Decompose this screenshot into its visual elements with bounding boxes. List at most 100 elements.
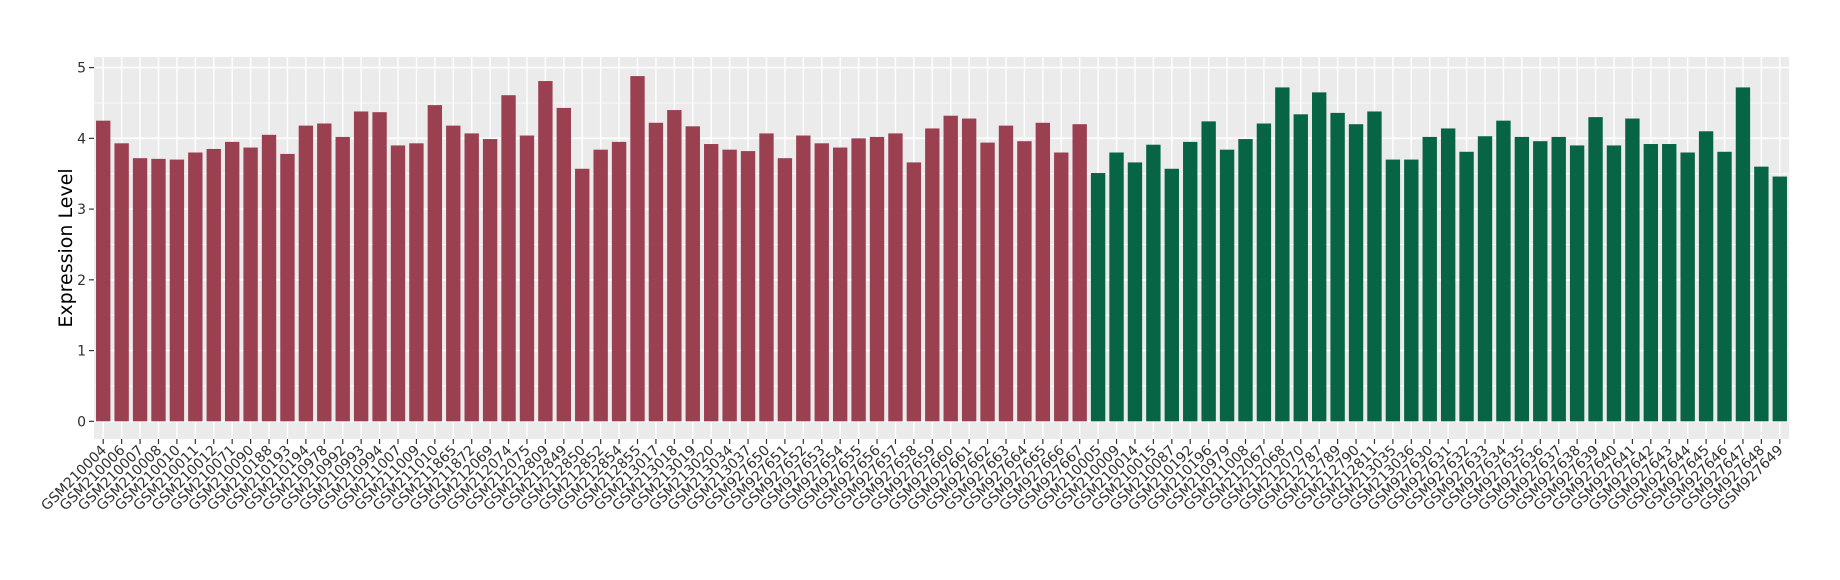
bar: [1404, 159, 1419, 422]
bar: [114, 143, 129, 422]
bar: [96, 120, 111, 422]
bar: [409, 143, 424, 422]
y-tick-label: 5: [77, 61, 86, 77]
bar: [648, 122, 664, 422]
bar: [1643, 144, 1659, 422]
bar: [1164, 168, 1179, 422]
bar: [1551, 136, 1566, 422]
bar: [759, 133, 774, 422]
bar: [888, 133, 903, 422]
bar: [1127, 162, 1143, 422]
bar: [501, 95, 516, 422]
bar: [1367, 111, 1382, 422]
bar: [1385, 159, 1401, 422]
bar: [777, 158, 793, 422]
bar: [814, 143, 829, 422]
bar: [538, 81, 553, 422]
bar: [206, 148, 221, 422]
bar: [1275, 87, 1290, 422]
bar: [372, 112, 387, 422]
bar: [1035, 122, 1051, 422]
bar: [556, 107, 571, 422]
bar: [243, 147, 258, 422]
bar: [1625, 118, 1640, 422]
bar: [1330, 112, 1345, 422]
bar: [280, 153, 295, 422]
bar: [132, 158, 148, 422]
bar: [740, 151, 756, 422]
bar: [1569, 145, 1585, 422]
bar: [1238, 139, 1253, 422]
bar: [943, 115, 958, 422]
bar: [869, 136, 885, 422]
bar: [1017, 141, 1032, 422]
y-tick-label: 4: [77, 131, 86, 147]
y-axis-title: Expression Level: [55, 168, 77, 327]
bar: [188, 152, 203, 422]
bar: [446, 125, 461, 422]
bar: [1256, 123, 1272, 422]
bar: [1219, 149, 1235, 422]
y-tick-label: 0: [77, 414, 86, 430]
bar: [335, 136, 350, 422]
bars: [96, 76, 1787, 422]
bar: [1440, 128, 1456, 422]
bar: [906, 162, 922, 422]
bar: [832, 147, 848, 422]
bar: [1183, 141, 1198, 422]
bar: [630, 76, 645, 422]
bar: [1459, 151, 1474, 422]
bar: [1754, 166, 1769, 422]
bar: [1109, 152, 1124, 422]
bar: [851, 138, 866, 422]
bar: [1772, 176, 1787, 422]
bar: [1090, 173, 1106, 422]
bar: [1588, 117, 1603, 422]
bar: [1496, 120, 1511, 422]
y-tick-label: 1: [77, 344, 86, 360]
bar: [1514, 136, 1530, 422]
bar: [1533, 141, 1548, 422]
bar: [1072, 124, 1087, 422]
bar: [151, 158, 166, 422]
y-axis: 0 1 2 3 4 5: [77, 61, 94, 430]
bar: [925, 128, 940, 422]
bar: [1735, 87, 1751, 422]
bar: [1312, 92, 1327, 422]
bar: [353, 111, 369, 422]
bar: [980, 142, 995, 422]
bar: [1348, 124, 1364, 422]
y-tick-label: 2: [77, 273, 86, 289]
bar: [1662, 144, 1677, 422]
bar: [1680, 152, 1695, 422]
bar: [390, 145, 406, 422]
bar: [998, 125, 1014, 422]
bar: [1717, 151, 1732, 422]
bar: [667, 110, 682, 422]
bar: [961, 118, 977, 422]
x-axis: GSM210004GSM210006GSM210007GSM210008GSM2…: [38, 439, 1787, 514]
bar: [482, 139, 498, 422]
bar: [1201, 121, 1216, 422]
bar: [1146, 144, 1161, 422]
bar: [796, 135, 811, 422]
bar: [224, 141, 240, 422]
bar: [593, 149, 608, 422]
bar: [464, 133, 479, 422]
bar: [427, 105, 443, 422]
bar: [575, 168, 590, 422]
bar: [704, 144, 719, 422]
bar: [685, 126, 700, 422]
bar: [611, 141, 627, 422]
bar: [261, 134, 277, 422]
bar: [169, 159, 185, 422]
bar: [1422, 136, 1437, 422]
bar: [1606, 145, 1622, 422]
bar: [298, 125, 314, 422]
bar: [1293, 114, 1308, 422]
bar: [1698, 131, 1714, 422]
bar: [1477, 136, 1493, 422]
y-tick-label: 3: [77, 202, 86, 218]
